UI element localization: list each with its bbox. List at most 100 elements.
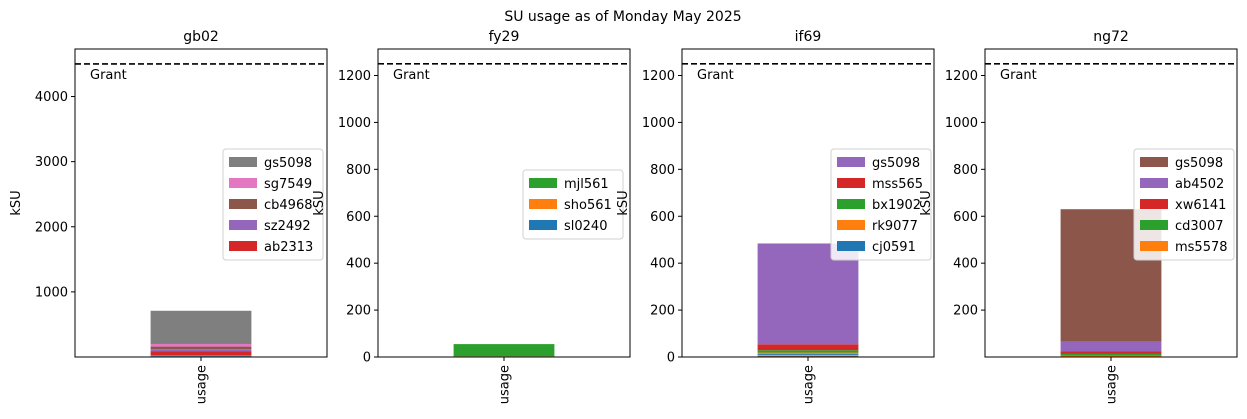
y-tick-label: 200: [650, 304, 675, 319]
legend-swatch: [529, 199, 557, 209]
y-tick-label: 2000: [35, 220, 68, 235]
y-tick-label: 600: [650, 210, 675, 225]
legend-box: [830, 148, 932, 261]
bar-segment-ms5578: [1060, 355, 1162, 357]
legend-swatch: [229, 220, 257, 230]
bar-segment-ab4502: [1060, 341, 1162, 352]
y-tick-label: 600: [346, 210, 371, 225]
bar-segment-other: [150, 355, 252, 356]
chart-panel-fy29: fy29 Grant 0 200 400 600 800 1000 1200 kSU usage mj…: [312, 29, 631, 404]
chart-panel-gb02: gb02 Grant 1000 2000 3000 4000 kSU usage gs5098 s…: [9, 29, 328, 404]
y-tick-label: 0: [363, 351, 371, 366]
legend: gs5098 ab4502 xw6141 cd3007 ms5578: [1133, 148, 1235, 261]
legend-entry-xw6141: xw6141: [1175, 198, 1226, 213]
bar-segment-sg7549: [150, 343, 252, 347]
y-tick-label: 0: [667, 351, 675, 366]
legend-entry-gs5098: gs5098: [872, 156, 920, 171]
legend-swatch: [229, 178, 257, 188]
x-tick-label: usage: [1105, 365, 1120, 404]
y-tick-label: 1200: [945, 69, 978, 84]
bar-segment-rk9077: [757, 352, 859, 354]
bar-segment-xw6141: [1060, 351, 1162, 354]
legend-entry-sho561: sho561: [564, 198, 612, 213]
legend-entry-sl0240: sl0240: [564, 219, 607, 234]
bar-segment-ab2313: [150, 351, 252, 356]
y-tick-label: 1200: [338, 69, 371, 84]
legend: gs5098 mss565 bx1902 rk9077 cj0591: [830, 148, 932, 261]
y-axis-label: kSU: [919, 190, 934, 215]
y-tick-label: 800: [650, 163, 675, 178]
panel-title: fy29: [489, 29, 520, 45]
legend-swatch: [1140, 241, 1168, 251]
panel-title: if69: [795, 29, 822, 45]
y-axis-label: kSU: [9, 190, 24, 215]
grant-label: Grant: [1000, 68, 1037, 83]
legend-entry-mss565: mss565: [872, 177, 923, 192]
y-tick-label: 1000: [35, 285, 68, 300]
legend-swatch: [837, 178, 865, 188]
y-tick-label: 1000: [338, 116, 371, 131]
legend-swatch: [529, 220, 557, 230]
y-tick-label: 400: [650, 257, 675, 272]
legend-entry-bx1902: bx1902: [872, 198, 921, 213]
y-tick-label: 800: [953, 163, 978, 178]
bar-segment-bx1902: [757, 350, 859, 353]
legend-swatch: [837, 220, 865, 230]
y-tick-label: 1000: [642, 116, 675, 131]
legend-entry-mjl561: mjl561: [564, 177, 609, 192]
y-tick-label: 400: [346, 257, 371, 272]
legend-entry-cj0591: cj0591: [872, 240, 916, 255]
y-tick-label: 400: [953, 257, 978, 272]
grant-label: Grant: [393, 68, 430, 83]
legend-swatch: [837, 157, 865, 167]
legend-swatch: [529, 178, 557, 188]
y-tick-label: 600: [953, 210, 978, 225]
legend-swatch: [229, 199, 257, 209]
chart-panel-ng72: ng72 Grant 200 400 600 800 1000 1200 kSU usage gs5…: [919, 29, 1238, 404]
legend: gs5098 sg7549 cb4968 sz2492 ab2313: [222, 148, 324, 261]
grant-label: Grant: [90, 68, 127, 83]
legend-entry-gs5098: gs5098: [1175, 156, 1223, 171]
legend-swatch: [837, 199, 865, 209]
bar-segment-other: [150, 355, 252, 357]
y-tick-label: 3000: [35, 155, 68, 170]
y-axis-label: kSU: [616, 190, 631, 215]
x-tick-label: usage: [498, 365, 513, 404]
legend-swatch: [1140, 157, 1168, 167]
legend-entry-rk9077: rk9077: [872, 219, 918, 234]
legend-entry-cb4968: cb4968: [264, 198, 312, 213]
bar-segment-mjl561: [453, 344, 555, 357]
legend-entry-sg7549: sg7549: [264, 177, 312, 192]
bar-segment-cj0591: [757, 353, 859, 355]
legend-entry-ab4502: ab4502: [1175, 177, 1224, 192]
legend-swatch: [1140, 199, 1168, 209]
bar-segment-cd3007: [1060, 353, 1162, 356]
legend-entry-gs5098: gs5098: [264, 156, 312, 171]
legend-swatch: [229, 157, 257, 167]
grant-label: Grant: [697, 68, 734, 83]
y-tick-label: 200: [346, 304, 371, 319]
legend-entry-cd3007: cd3007: [1175, 219, 1223, 234]
y-tick-label: 1200: [642, 69, 675, 84]
bar-segment-mss565: [757, 344, 859, 351]
chart-panel-if69: if69 Grant 0 200 400 600 800 1000 1200 kSU usage gs…: [616, 29, 935, 404]
legend-swatch: [1140, 220, 1168, 230]
figure-title: SU usage as of Monday May 2025: [504, 9, 741, 25]
legend-entry-sz2492: sz2492: [264, 219, 311, 234]
legend-swatch: [837, 241, 865, 251]
legend: mjl561 sho561 sl0240: [522, 169, 624, 240]
x-tick-label: usage: [802, 365, 817, 404]
bar-segment-gs5098: [150, 310, 252, 344]
y-tick-label: 800: [346, 163, 371, 178]
legend-swatch: [229, 241, 257, 251]
y-tick-label: 200: [953, 304, 978, 319]
y-axis-label: kSU: [312, 190, 327, 215]
legend-entry-ms5578: ms5578: [1175, 240, 1228, 255]
legend-box: [222, 148, 324, 261]
bar-segment-cb4968: [150, 346, 252, 350]
legend-swatch: [1140, 178, 1168, 188]
y-tick-label: 1000: [945, 116, 978, 131]
legend-entry-ab2313: ab2313: [264, 240, 313, 255]
panel-title: ng72: [1093, 29, 1129, 45]
